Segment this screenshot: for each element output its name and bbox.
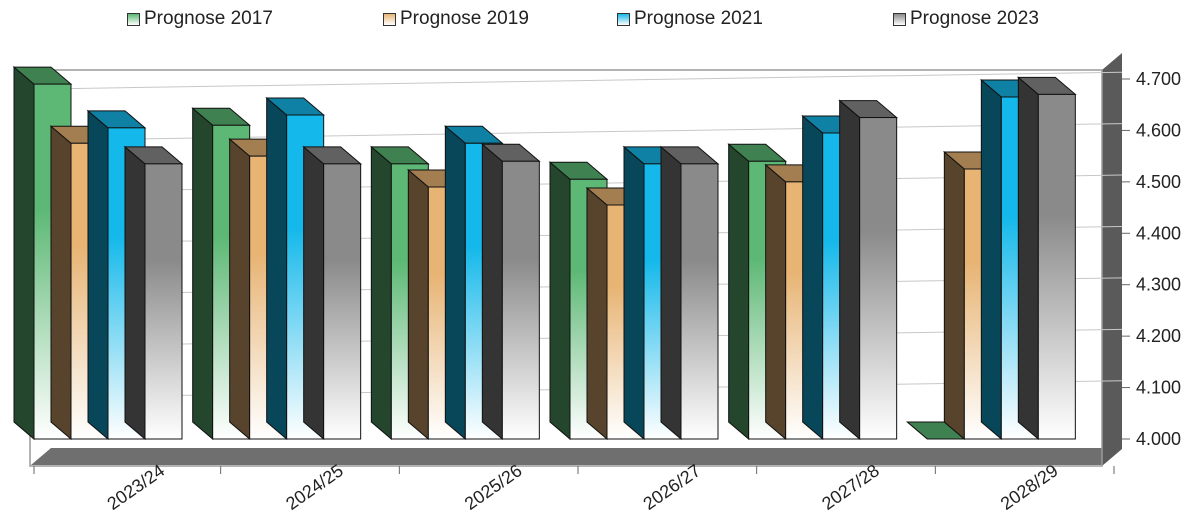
bar-prognose-2023-2027-28 (838, 99, 899, 441)
y-tick-label: 4.000 (1136, 429, 1181, 449)
legend-swatch (383, 12, 396, 26)
gridline (29, 71, 1123, 90)
legend-item-prognose-2023: Prognose 2023 (893, 8, 1039, 30)
legend-swatch (617, 12, 630, 26)
x-tick-label: 2028/29 (997, 460, 1062, 514)
x-tick-label: 2025/26 (461, 460, 526, 514)
legend-swatch (127, 12, 140, 26)
bar-prognose-2023-2026-27 (659, 145, 720, 441)
y-tick-label: 4.700 (1136, 69, 1181, 89)
y-tick-label: 4.100 (1136, 378, 1181, 398)
bar-prognose-2023-2025-26 (480, 143, 541, 441)
chart-side-wall (1102, 53, 1122, 466)
chart-legend: Prognose 2017 Prognose 2019 Prognose 2021 P… (0, 8, 1203, 38)
x-tick-label: 2027/28 (818, 460, 883, 514)
y-tick-label: 4.500 (1136, 172, 1181, 192)
legend-label: Prognose 2023 (910, 8, 1039, 29)
x-tick-label: 2024/25 (282, 460, 347, 514)
legend-label: Prognose 2017 (144, 8, 273, 29)
legend-item-prognose-2019: Prognose 2019 (383, 8, 529, 30)
y-tick-label: 4.200 (1136, 326, 1181, 346)
legend-item-prognose-2021: Prognose 2021 (617, 8, 763, 30)
x-tick-label: 2023/24 (104, 460, 169, 514)
bar-prognose-2023-2023-24 (123, 145, 184, 441)
y-tick-label: 4.400 (1136, 223, 1181, 243)
y-tick-label: 4.300 (1136, 275, 1181, 295)
legend-label: Prognose 2021 (634, 8, 763, 29)
legend-item-prognose-2017: Prognose 2017 (127, 8, 273, 30)
y-tick-label: 4.600 (1136, 120, 1181, 140)
bar-prognose-2023-2024-25 (302, 145, 363, 441)
x-tick-label: 2026/27 (640, 460, 705, 514)
chart-floor (31, 448, 1121, 465)
legend-label: Prognose 2019 (400, 8, 529, 29)
bar-prognose-2023-2028-29 (1016, 76, 1077, 441)
legend-swatch (893, 12, 906, 26)
